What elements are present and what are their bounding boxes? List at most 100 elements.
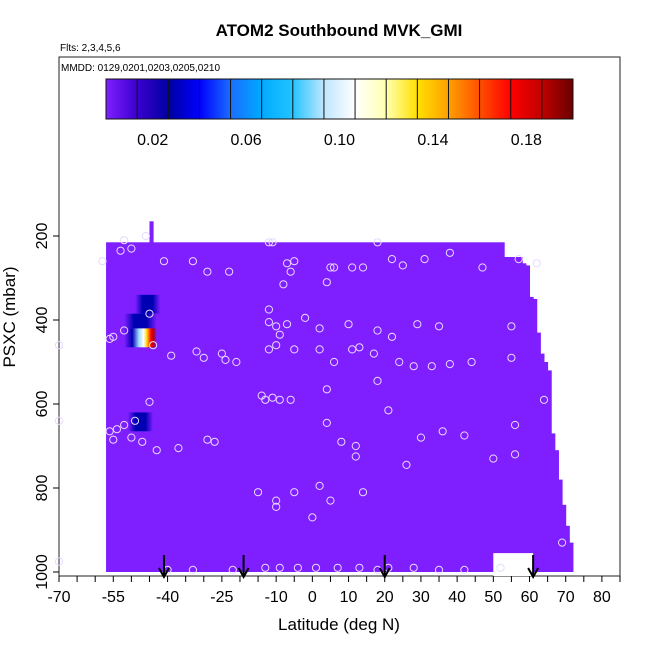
x-tick-label: 40 <box>448 589 466 606</box>
coverage-column <box>551 433 556 572</box>
x-tick-label: 0 <box>308 589 317 606</box>
sample-point <box>326 263 335 272</box>
coverage-column <box>554 450 559 572</box>
sample-point <box>203 435 212 444</box>
sample-point <box>275 395 284 404</box>
sample-point <box>507 322 516 331</box>
sample-point <box>510 420 520 430</box>
high-value-patch <box>124 328 157 348</box>
sample-point <box>329 263 339 272</box>
sample-point <box>167 351 176 360</box>
sample-point <box>510 450 520 459</box>
y-tick-label: 400 <box>34 307 51 334</box>
sample-point <box>290 257 299 266</box>
sample-point <box>264 305 274 314</box>
sample-point <box>145 397 154 406</box>
sample-point <box>112 425 122 434</box>
flights-label: Flts: 2,3,4,5,6 <box>60 43 121 54</box>
sample-point <box>337 437 346 446</box>
sample-point <box>159 257 169 266</box>
sample-point <box>120 420 129 430</box>
sample-point <box>355 343 364 352</box>
sample-point <box>532 259 541 268</box>
sample-point <box>369 349 378 358</box>
coverage-column <box>540 353 545 572</box>
x-tick-label: -55 <box>102 589 125 606</box>
sample-point <box>188 565 198 575</box>
coverage-column <box>525 265 531 572</box>
sample-point <box>282 320 292 329</box>
sample-point <box>228 565 237 575</box>
chart-title: ATOM2 Southbound MVK_GMI <box>216 21 463 40</box>
sample-point <box>333 563 342 572</box>
coverage-column <box>569 542 574 572</box>
y-axis-label: PSXC (mbar) <box>0 266 19 367</box>
sample-point <box>210 437 219 446</box>
sample-point <box>445 360 454 369</box>
sample-point <box>127 244 136 253</box>
sample-point <box>264 318 274 327</box>
sample-point <box>329 357 339 367</box>
sample-point <box>272 496 281 505</box>
latitude-arrow <box>158 555 170 580</box>
sample-point <box>315 481 324 490</box>
sample-point <box>344 320 353 329</box>
sample-point <box>264 345 274 354</box>
sample-point <box>286 267 295 276</box>
latitude-arrow <box>527 555 540 580</box>
sample-point <box>539 395 549 404</box>
sample-point <box>105 334 114 343</box>
high-value-patch <box>135 294 161 314</box>
sample-point <box>203 267 212 276</box>
sample-point <box>282 259 292 268</box>
y-tick-label: 200 <box>34 223 51 250</box>
sample-point <box>348 345 357 354</box>
coverage-column <box>562 504 567 572</box>
coverage-column <box>504 257 523 572</box>
sample-point <box>264 238 274 247</box>
sample-points-layer <box>54 231 567 575</box>
sample-point <box>127 433 136 442</box>
y-tick-label: 1000 <box>34 554 51 590</box>
sample-point <box>311 563 321 572</box>
sample-point <box>141 231 150 241</box>
coverage-column <box>543 362 549 572</box>
sample-point <box>253 488 263 497</box>
coverage-column <box>536 332 541 572</box>
sample-point <box>149 341 158 350</box>
sample-point <box>290 345 299 354</box>
coverage-column <box>547 370 552 572</box>
sample-point <box>351 452 360 461</box>
sample-point <box>192 347 201 356</box>
coverage-column <box>500 242 505 573</box>
sample-point <box>387 332 397 341</box>
colorbar-tick-label: 0.10 <box>324 132 355 149</box>
sample-point <box>272 341 281 350</box>
x-tick-label: 70 <box>557 589 575 606</box>
sample-point <box>445 248 454 257</box>
sample-point <box>199 353 208 362</box>
sample-point <box>152 446 161 455</box>
plot-frame <box>58 56 621 577</box>
sample-point <box>395 357 404 367</box>
coverage-layer <box>106 221 574 576</box>
coverage-column <box>529 296 534 572</box>
sample-point <box>98 257 107 266</box>
sample-point <box>54 557 64 566</box>
sample-point <box>409 563 418 572</box>
sample-point <box>358 263 368 272</box>
sample-point <box>116 246 125 255</box>
sample-point <box>402 460 411 469</box>
colorbar-ramp <box>106 79 573 119</box>
sample-point <box>409 362 418 371</box>
x-tick-label: 10 <box>340 589 358 606</box>
sample-point <box>275 563 284 572</box>
sample-point <box>286 395 295 404</box>
sample-point <box>384 406 393 415</box>
x-tick-label: -70 <box>47 589 70 606</box>
sample-point <box>496 563 505 572</box>
sample-point <box>514 255 523 264</box>
sample-point <box>434 322 444 331</box>
sample-point <box>557 538 567 547</box>
sample-point <box>290 488 299 497</box>
